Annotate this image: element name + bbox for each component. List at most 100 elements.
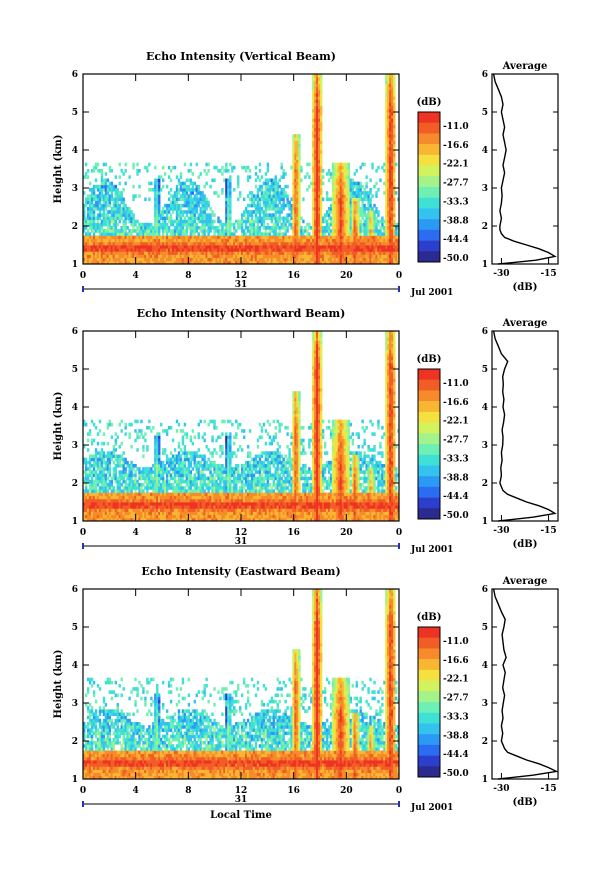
heatmap-cell — [152, 498, 155, 503]
heatmap-cell — [349, 257, 353, 262]
heatmap-cell — [96, 213, 100, 217]
heatmap-cell — [318, 127, 321, 132]
heatmap-cell — [156, 448, 159, 452]
heatmap-cell — [84, 251, 88, 255]
heatmap-cell — [148, 511, 151, 516]
heatmap-cell — [284, 216, 287, 221]
heatmap-cell — [96, 184, 100, 189]
heatmap-cell — [320, 118, 323, 122]
heatmap-cell — [104, 467, 108, 471]
heatmap-cell — [227, 245, 230, 249]
heatmap-cell — [223, 222, 226, 227]
heatmap-cell — [320, 99, 323, 103]
heatmap-cell — [140, 473, 143, 478]
heatmap-cell — [300, 229, 303, 233]
heatmap-cell — [391, 165, 394, 170]
heatmap-cell — [262, 194, 266, 198]
heatmap-cell — [393, 121, 396, 126]
heatmap-cell — [191, 248, 195, 252]
heatmap-cell — [90, 470, 94, 474]
heatmap-cell — [110, 489, 114, 493]
heatmap-cell — [90, 169, 94, 173]
heatmap-cell — [94, 241, 98, 246]
heatmap-cell — [316, 207, 319, 211]
heatmap-cell — [288, 200, 291, 205]
heatmap-cell — [335, 213, 339, 217]
heatmap-cell — [248, 254, 252, 259]
heatmap-cell — [163, 210, 167, 214]
heatmap-cell — [102, 508, 106, 512]
heatmap-cell — [94, 216, 98, 221]
heatmap-cell — [209, 213, 212, 217]
heatmap-cell — [96, 203, 100, 208]
heatmap-cell — [274, 213, 277, 217]
heatmap-cell — [86, 194, 90, 198]
heatmap-cell — [333, 178, 337, 183]
heatmap-cell — [86, 467, 90, 471]
heatmap-cell — [150, 241, 153, 246]
heatmap-cell — [120, 498, 123, 503]
heatmap-cell — [397, 248, 400, 252]
heatmap-cell — [154, 181, 157, 186]
heatmap-cell — [160, 251, 163, 255]
heatmap-cell — [274, 188, 277, 192]
heatmap-cell — [126, 207, 129, 211]
heatmap-cell — [138, 226, 141, 230]
heatmap-cell — [312, 169, 315, 173]
heatmap-cell — [94, 511, 98, 516]
heatmap-cell — [337, 191, 341, 195]
heatmap-cell — [225, 229, 228, 233]
heatmap-cell — [389, 222, 392, 227]
heatmap-cell — [104, 248, 108, 252]
heatmap-cell — [102, 245, 106, 249]
heatmap-cell — [389, 169, 392, 173]
heatmap-cell — [197, 216, 200, 221]
heatmap-cell — [316, 153, 319, 157]
heatmap-cell — [318, 178, 321, 183]
heatmap-cell — [239, 238, 242, 243]
heatmap-cell — [88, 197, 92, 202]
heatmap-cell — [231, 251, 234, 255]
heatmap-cell — [152, 257, 155, 262]
heatmap-cell — [154, 464, 157, 468]
heatmap-cell — [274, 178, 277, 183]
heatmap-cell — [199, 245, 202, 249]
heatmap-cell — [327, 235, 331, 240]
heatmap-cell — [144, 238, 147, 243]
heatmap-cell — [175, 229, 179, 233]
heatmap-cell — [341, 181, 345, 186]
heatmap-cell — [152, 232, 155, 236]
heatmap-cell — [335, 165, 339, 170]
heatmap-cell — [349, 197, 353, 202]
heatmap-cell — [124, 508, 127, 512]
heatmap-cell — [357, 207, 360, 211]
heatmap-cell — [274, 181, 277, 186]
heatmap-cell — [162, 486, 165, 490]
heatmap-cell — [193, 188, 196, 192]
heatmap-cell — [242, 165, 246, 170]
heatmap-cell — [244, 257, 248, 262]
heatmap-cell — [118, 422, 121, 427]
heatmap-cell — [122, 470, 125, 474]
heatmap-cell — [373, 229, 376, 233]
heatmap-cell — [294, 219, 297, 224]
heatmap-cell — [321, 245, 325, 249]
heatmap-cell — [274, 216, 277, 221]
heatmap-cell — [318, 197, 321, 202]
heatmap-cell — [160, 238, 163, 243]
heatmap-cell — [298, 150, 301, 154]
heatmap-cell — [108, 483, 112, 487]
heatmap-cell — [320, 127, 323, 132]
heatmap-cell — [177, 191, 181, 195]
heatmap-cell — [160, 514, 163, 519]
heatmap-cell — [298, 134, 301, 138]
heatmap-cell — [304, 248, 307, 252]
heatmap-cell — [165, 476, 169, 481]
heatmap-cell — [175, 511, 179, 516]
heatmap-cell — [391, 226, 394, 230]
heatmap-cell — [343, 162, 347, 167]
heatmap-cell — [252, 251, 256, 255]
heatmap-cell — [90, 473, 94, 478]
heatmap-cell — [282, 251, 285, 255]
heatmap-cell — [203, 194, 206, 198]
